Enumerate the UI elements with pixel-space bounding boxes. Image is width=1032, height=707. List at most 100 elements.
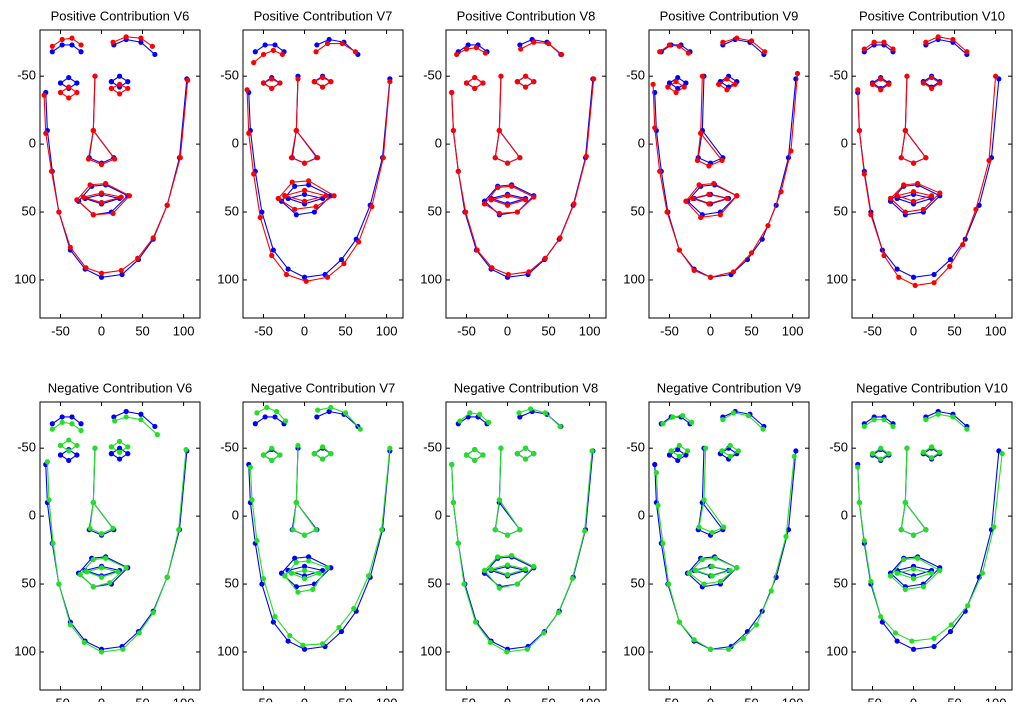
landmark [991, 524, 997, 530]
landmark [328, 79, 334, 85]
landmark [247, 464, 253, 470]
landmark [855, 87, 861, 93]
landmark [472, 74, 478, 81]
landmark [496, 585, 502, 591]
landmark [269, 85, 275, 92]
landmark [319, 456, 326, 462]
landmark [531, 194, 537, 200]
landmark [103, 180, 109, 187]
landmark [306, 178, 312, 184]
x-tick-label: 50 [338, 323, 352, 338]
subplot: Negative Contribution V8 -50 0 50 100 -50 0 50 1… [420, 380, 607, 707]
landmark [878, 456, 884, 462]
landmark [727, 453, 733, 459]
landmark [986, 157, 992, 164]
x-tick-label: 0 [910, 695, 917, 702]
landmark [98, 274, 105, 280]
landmark [319, 444, 326, 450]
landmark [696, 524, 702, 530]
landmark [910, 532, 917, 538]
landmark [527, 406, 534, 412]
landmark [118, 267, 124, 274]
landmark [698, 214, 704, 221]
landmark [765, 223, 771, 229]
landmark [734, 565, 740, 571]
y-tick-label: -50 [626, 440, 645, 455]
landmark [152, 423, 158, 430]
landmark [675, 446, 681, 453]
landmark [516, 410, 522, 416]
landmark [894, 638, 900, 644]
landmark [711, 180, 717, 187]
landmark [768, 588, 774, 594]
landmark [110, 525, 116, 531]
landmark [683, 452, 689, 458]
landmark [856, 127, 862, 134]
landmark [125, 451, 131, 457]
landmark [542, 255, 548, 261]
y-tick-label: -50 [220, 440, 239, 455]
landmark [931, 643, 937, 650]
landmark [727, 442, 733, 449]
landmark [496, 127, 502, 134]
landmark [488, 566, 494, 572]
y-tick-label: -50 [423, 68, 442, 83]
y-tick-label: -50 [17, 440, 36, 455]
landmark [295, 76, 301, 82]
landmark [260, 452, 267, 458]
landmark [791, 453, 797, 459]
landmark [496, 210, 502, 216]
landmark [902, 586, 908, 593]
landmark [582, 528, 588, 534]
landmark [504, 571, 511, 578]
landmark [923, 417, 929, 423]
landmark [269, 76, 275, 82]
landmark [504, 160, 511, 166]
landmark [522, 445, 529, 451]
landmark [116, 456, 123, 462]
landmark [454, 51, 460, 58]
landmark [463, 46, 470, 52]
landmark [69, 42, 75, 48]
landmark [277, 452, 283, 458]
x-tick-label: -50 [51, 323, 70, 338]
landmark [293, 499, 299, 506]
landmark [138, 39, 144, 45]
landmark [896, 274, 902, 280]
landmark [123, 414, 129, 420]
landmark [937, 449, 943, 455]
landmark [531, 79, 537, 85]
landmark [287, 633, 293, 639]
landmark [694, 157, 701, 164]
landmark [653, 470, 659, 476]
landmark [251, 60, 257, 66]
landmark [69, 35, 75, 41]
landmark [481, 567, 488, 574]
y-tick-label: 50 [225, 575, 239, 590]
y-tick-label: 0 [435, 508, 442, 523]
landmark [341, 261, 347, 267]
landmark [920, 206, 926, 212]
x-tick-label: -50 [457, 695, 476, 702]
landmark [164, 202, 170, 208]
landmark [288, 570, 295, 576]
landmark [901, 556, 907, 563]
landmark [274, 408, 280, 415]
landmark [342, 410, 349, 416]
landmark [324, 565, 331, 571]
landmark [285, 638, 291, 644]
landmark [103, 555, 109, 561]
landmark [920, 584, 926, 590]
landmark [126, 193, 133, 199]
landmark [868, 578, 874, 584]
landmark [90, 556, 96, 563]
landmark [886, 451, 892, 457]
landmark [734, 35, 740, 41]
landmark [937, 190, 943, 196]
landmark [74, 89, 80, 96]
landmark [249, 497, 255, 503]
landmark [545, 40, 552, 47]
x-tick-label: 50 [541, 323, 555, 338]
landmark [108, 79, 114, 85]
